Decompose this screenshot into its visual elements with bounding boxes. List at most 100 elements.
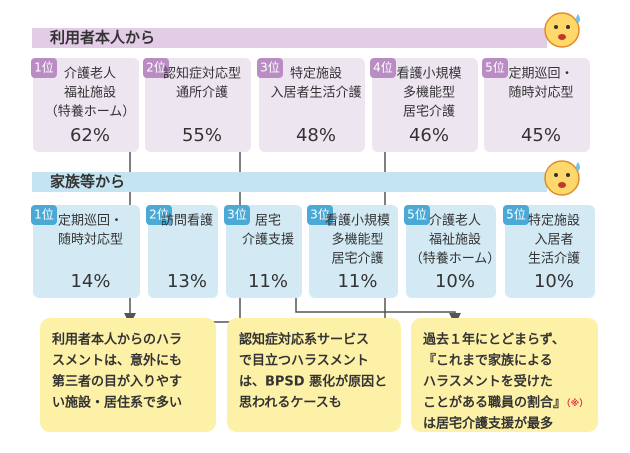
note-line: い施設・居住系で多い	[52, 395, 182, 411]
rank-badge	[146, 205, 172, 225]
note-box	[227, 318, 401, 432]
item-box	[309, 205, 398, 298]
item-label: 入居者	[534, 233, 573, 248]
item-label: 介護老人	[64, 66, 116, 82]
face-eye	[566, 173, 570, 177]
rank-badge	[503, 205, 529, 225]
item-label: 介護老人	[429, 213, 481, 229]
note-line: 『これまで家族による	[423, 353, 553, 369]
item-box	[484, 58, 590, 152]
item-value: 48%	[296, 125, 336, 146]
item-value: 14%	[70, 271, 110, 292]
item-label: 居宅介護	[331, 251, 383, 267]
item-value: 11%	[337, 271, 377, 292]
section-header-bar	[32, 28, 547, 48]
item-value: 10%	[435, 271, 475, 292]
item-label: 随時対応型	[58, 233, 123, 248]
note-line: 認知症対応系サービス	[239, 332, 369, 348]
item-label: 定期巡回・	[508, 67, 573, 82]
item-box	[33, 58, 139, 152]
rank-label: 5位	[485, 60, 505, 75]
face-eye	[566, 25, 570, 29]
rank-label: 2位	[149, 207, 169, 222]
section-header-bar	[32, 172, 547, 192]
face-sweat	[576, 14, 580, 23]
rank-badge	[31, 58, 57, 78]
note-line: で目立つハラスメント	[239, 353, 369, 369]
rank-badge	[307, 205, 333, 225]
item-label: 認知症対応型	[163, 66, 241, 82]
note-line: 過去１年にとどまらず、	[422, 332, 565, 348]
item-box	[406, 205, 496, 298]
rank-label: 5位	[506, 207, 526, 222]
connector	[295, 292, 461, 325]
item-value: 10%	[534, 271, 574, 292]
item-box	[505, 205, 595, 298]
item-label: 介護支援	[242, 232, 294, 248]
rank-badge	[404, 205, 430, 225]
rank-label: 5位	[407, 207, 427, 222]
note-line: は居宅介護支援が最多	[423, 416, 553, 432]
item-value: 11%	[248, 271, 288, 292]
item-label: （特養ホーム）	[410, 251, 501, 267]
rank-badge	[257, 58, 283, 78]
note-line: は、BPSD 悪化が原因と	[239, 374, 387, 390]
rank-badge	[31, 205, 57, 225]
face-eye	[554, 25, 558, 29]
item-label: （特養ホーム）	[45, 104, 136, 120]
rank-label: 3位	[260, 60, 280, 75]
rank-label: 1位	[34, 60, 54, 75]
face-mouth	[558, 34, 566, 40]
note-mark: （※）	[566, 398, 588, 409]
rank-badge	[143, 58, 169, 78]
item-label: 随時対応型	[508, 86, 573, 101]
item-label: 多機能型	[403, 85, 455, 101]
item-label: 看護小規模	[325, 213, 390, 229]
note-line: ことがある職員の割合』（※）	[423, 395, 588, 411]
item-label: 通所介護	[176, 85, 228, 101]
item-label: 訪問看護	[161, 213, 213, 229]
note-box	[411, 318, 598, 432]
note-line: ハラスメントを受けた	[423, 374, 553, 390]
item-label: 福祉施設	[64, 85, 116, 101]
item-label: 居宅	[255, 214, 281, 229]
item-label: 入居者生活介護	[270, 85, 361, 101]
note-line: 第三者の目が入りやす	[52, 374, 182, 390]
note-line: 思われるケースも	[239, 396, 342, 411]
item-box	[145, 58, 251, 152]
section-title: 家族等から	[50, 173, 125, 191]
item-box	[372, 58, 478, 152]
item-label: 多機能型	[331, 232, 383, 248]
rank-label: 3位	[227, 207, 247, 222]
face-mouth	[558, 182, 566, 188]
item-box	[259, 58, 365, 152]
item-label: 特定施設	[290, 66, 342, 82]
item-label: 看護小規模	[396, 66, 461, 82]
note-line: 利用者本人からのハラ	[52, 332, 182, 348]
item-box	[148, 205, 218, 298]
item-value: 55%	[182, 125, 222, 146]
item-value: 62%	[70, 125, 110, 146]
item-label: 定期巡回・	[58, 214, 123, 229]
item-label: 居宅介護	[403, 104, 455, 120]
rank-label: 3位	[310, 207, 330, 222]
section-title: 利用者本人から	[50, 29, 155, 47]
rank-badge	[370, 58, 396, 78]
item-value: 13%	[167, 271, 207, 292]
item-value: 45%	[521, 125, 561, 146]
face-eye	[554, 173, 558, 177]
note-box	[40, 318, 216, 432]
item-box	[226, 205, 302, 298]
note-line: スメントは、意外にも	[52, 353, 182, 369]
face-icon	[544, 160, 580, 196]
item-box	[33, 205, 140, 298]
item-label: 福祉施設	[429, 232, 481, 248]
rank-label: 1位	[34, 207, 54, 222]
rank-label: 2位	[146, 60, 166, 75]
item-value: 46%	[409, 125, 449, 146]
rank-badge	[482, 58, 508, 78]
rank-badge	[224, 205, 250, 225]
item-label: 特定施設	[528, 213, 580, 229]
